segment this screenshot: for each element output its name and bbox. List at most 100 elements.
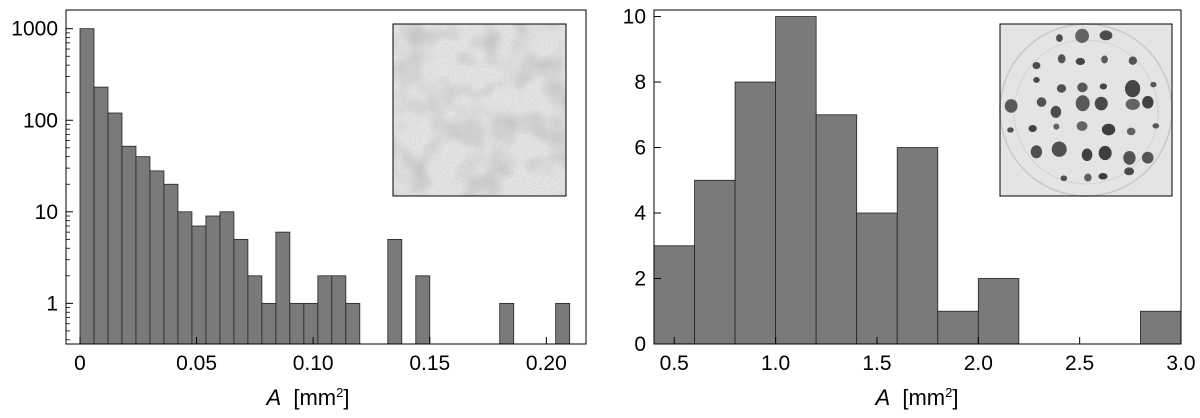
x-tick-label: 0.10 <box>293 352 334 375</box>
cluster-blob <box>1050 105 1062 118</box>
right-x-axis-ticks: 0.5 1.0 1.5 2.0 2.5 3.0 <box>660 337 1196 375</box>
y-tick-label: 1 <box>46 292 58 315</box>
histogram-bar <box>163 183 179 345</box>
y-tick-label: 100 <box>23 109 58 132</box>
cluster-blob <box>1036 97 1047 107</box>
histogram-bar <box>317 275 333 345</box>
cluster-blob <box>1053 123 1060 130</box>
histogram-bar <box>694 179 736 345</box>
y-tick-label: 8 <box>634 71 646 94</box>
left-histogram-bars <box>79 28 571 345</box>
cluster-blob <box>1125 98 1140 110</box>
histogram-bar <box>191 225 207 345</box>
cluster-blob <box>1126 127 1136 136</box>
cluster-blob <box>1075 57 1085 66</box>
histogram-bar <box>205 215 221 345</box>
histogram-bar <box>1140 310 1182 345</box>
y-tick-label: 4 <box>634 202 646 225</box>
x-tick-label: 0.05 <box>176 352 217 375</box>
histogram-bar <box>289 302 305 345</box>
cluster-blob <box>1123 151 1136 165</box>
x-tick-label: 0 <box>74 352 86 375</box>
left-histogram-panel: 0 0.05 0.10 0.15 0.20 1 10 100 1000 A [mm2] <box>11 9 587 410</box>
cluster-blob <box>1007 127 1014 133</box>
histogram-bar <box>177 211 193 345</box>
histogram-bar <box>149 170 165 345</box>
y-tick-label: 2 <box>634 268 646 291</box>
y-tick-label: 1000 <box>11 18 58 41</box>
cluster-blob <box>1101 55 1108 64</box>
cluster-blob <box>1098 173 1108 180</box>
cluster-blob <box>1101 123 1116 136</box>
histogram-bar <box>555 302 571 345</box>
histogram-bar <box>233 238 249 345</box>
y-tick-label: 10 <box>35 201 58 224</box>
cluster-blob <box>1030 145 1043 159</box>
histogram-bar <box>653 245 695 345</box>
histogram-bar <box>261 302 277 345</box>
histogram-bar <box>79 28 95 345</box>
histogram-bar <box>331 275 347 345</box>
histogram-bar <box>387 238 403 345</box>
cluster-blob <box>1124 167 1135 176</box>
right-histogram-bars <box>653 16 1182 345</box>
cluster-blob <box>1150 81 1157 88</box>
cluster-blob <box>1099 30 1113 41</box>
histogram-bar <box>219 211 235 345</box>
x-tick-label: 0.5 <box>660 352 689 375</box>
histogram-bar <box>93 86 109 345</box>
histogram-bar <box>415 275 431 345</box>
cluster-blob <box>1128 56 1138 65</box>
histogram-bar <box>499 302 515 345</box>
cluster-blob <box>1056 84 1067 93</box>
x-tick-label: 1.0 <box>761 352 790 375</box>
right-plot-frame <box>653 9 1182 345</box>
y-tick-label: 10 <box>623 6 646 29</box>
histogram-bar <box>303 302 319 345</box>
cluster-blob <box>1077 82 1088 93</box>
cluster-blob <box>1028 125 1037 133</box>
histogram-bar <box>247 275 263 345</box>
left-y-axis-ticks: 1 10 100 1000 <box>11 18 73 341</box>
right-histogram-panel: 0.5 1.0 1.5 2.0 2.5 3.0 0 2 4 6 8 10 A [mm2] <box>623 6 1196 410</box>
cluster-blob <box>1075 28 1090 43</box>
histogram-bar <box>345 302 361 345</box>
cluster-blob <box>1124 80 1141 98</box>
cluster-blob <box>1142 95 1154 109</box>
histogram-bar <box>107 112 123 345</box>
dark-cluster-blobs <box>1004 28 1160 182</box>
right-y-axis-ticks: 0 2 4 6 8 10 <box>623 6 661 356</box>
cluster-blob <box>1098 145 1112 161</box>
histogram-bar <box>896 147 939 345</box>
cluster-blob <box>1099 83 1108 90</box>
left-x-axis-ticks: 0 0.05 0.10 0.15 0.20 <box>74 337 567 375</box>
histogram-bar <box>275 231 291 345</box>
cluster-blob <box>1057 54 1066 64</box>
histogram-bar <box>977 278 1020 345</box>
right-x-axis-label: A [mm2] <box>874 385 959 410</box>
x-tick-label: 3.0 <box>1166 352 1195 375</box>
histogram-bar <box>121 145 137 345</box>
cluster-blob <box>1060 175 1068 182</box>
cluster-blob <box>1152 123 1160 129</box>
left-x-axis-label: A [mm2] <box>265 385 350 410</box>
cluster-blob <box>1081 148 1093 162</box>
x-tick-label: 0.20 <box>526 352 567 375</box>
x-tick-label: 0.15 <box>409 352 450 375</box>
histogram-bar <box>937 310 979 345</box>
histogram-bar <box>856 212 898 345</box>
histogram-bar <box>734 81 777 345</box>
cluster-blob <box>1032 61 1041 70</box>
x-tick-label: 2.0 <box>964 352 993 375</box>
x-tick-label: 1.5 <box>862 352 891 375</box>
cluster-blob <box>1075 95 1090 112</box>
cluster-blob <box>1141 151 1154 164</box>
left-inset-photo <box>392 23 567 197</box>
right-inset-photo <box>999 23 1173 197</box>
cluster-blob <box>1084 173 1092 182</box>
cluster-blob <box>1056 34 1063 42</box>
left-plot-frame <box>65 9 587 345</box>
cluster-blob <box>1094 96 1108 111</box>
y-tick-label: 0 <box>634 333 646 356</box>
